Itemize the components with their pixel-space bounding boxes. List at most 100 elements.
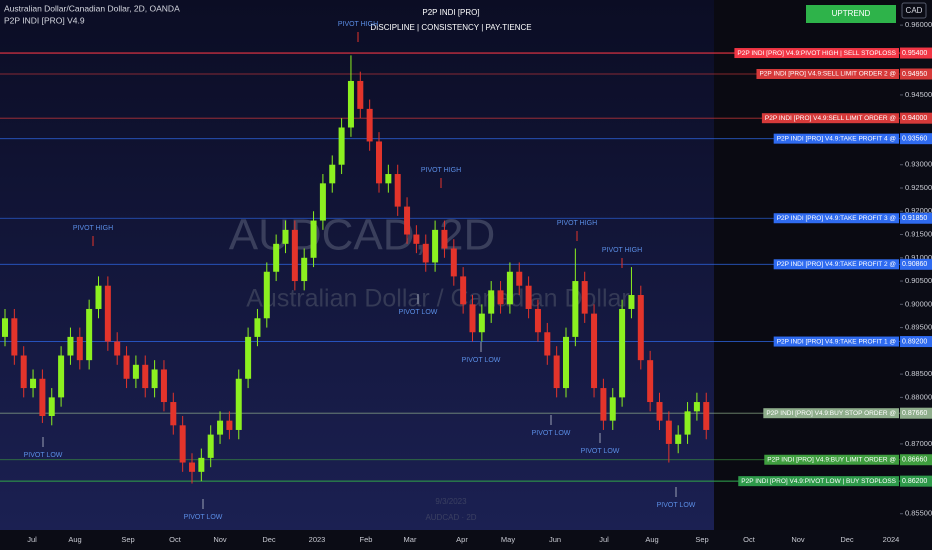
- candle-body: [460, 276, 467, 305]
- candle-body: [394, 174, 401, 207]
- candle-body: [263, 271, 270, 319]
- price-axis: [900, 0, 932, 550]
- price-tag-bg: [900, 258, 932, 270]
- level-label: P2P INDI [PRO] V4.9:TAKE PROFIT 3 @: [777, 215, 897, 222]
- candle-body: [441, 229, 448, 249]
- candle-body: [534, 308, 541, 333]
- price-tag: 0.93560: [902, 136, 927, 143]
- x-tick-label: Jun: [549, 535, 561, 544]
- level-label-bg: [761, 113, 899, 124]
- x-tick-label: Nov: [213, 535, 227, 544]
- price-tag: 0.86200: [902, 478, 927, 485]
- level-label-bg: [773, 336, 899, 347]
- currency[interactable]: CAD: [906, 6, 923, 15]
- candle-body: [665, 420, 672, 444]
- y-tick-label: 0.92500: [905, 183, 932, 192]
- candle-body: [58, 355, 65, 398]
- x-tick-label: 2023: [309, 535, 326, 544]
- candle-body: [432, 229, 439, 263]
- level-label-bg: [773, 213, 899, 224]
- candle-body: [198, 457, 205, 472]
- candle-body: [104, 285, 111, 342]
- candle-body: [76, 336, 83, 361]
- candle-body: [235, 378, 242, 430]
- pivot-label: PIVOT LOW: [399, 309, 438, 316]
- candle-body: [132, 364, 139, 379]
- price-tag: 0.89200: [902, 338, 927, 345]
- x-tick-label: Apr: [456, 535, 468, 544]
- level-label-bg: [763, 408, 899, 419]
- candle-body: [347, 80, 354, 128]
- x-tick-label: Aug: [68, 535, 81, 544]
- chart-title: P2P INDI [PRO]: [422, 8, 479, 17]
- chart-subtitle: DISCIPLINE | CONSISTENCY | PAY-TIENCE: [370, 23, 531, 32]
- x-tick-label: Oct: [169, 535, 182, 544]
- price-tag-bg: [900, 68, 932, 80]
- trend-badge: UPTREND: [832, 9, 871, 18]
- candle-body: [572, 281, 579, 337]
- pivot-label: PIVOT LOW: [462, 357, 501, 364]
- price-tag: 0.90860: [902, 261, 927, 268]
- level-label-bg: [756, 68, 899, 79]
- price-tag-bg: [900, 212, 932, 224]
- watermark-code: AUDCAD · 2D: [425, 513, 476, 522]
- y-tick-label: 0.87000: [905, 439, 932, 448]
- candle-body: [189, 462, 195, 472]
- candle-body: [291, 229, 298, 282]
- pivot-label: PIVOT LOW: [657, 502, 696, 509]
- x-tick-label: Feb: [360, 535, 373, 544]
- y-tick-label: 0.88500: [905, 369, 932, 378]
- candle-body: [591, 313, 598, 389]
- y-tick-label: 0.94500: [905, 90, 932, 99]
- level-label-bg: [773, 133, 899, 144]
- symbol-title: Australian Dollar/Canadian Dollar, 2D, O…: [4, 3, 180, 13]
- price-tag-bg: [900, 133, 932, 145]
- candle-body: [357, 80, 364, 109]
- price-tag: 0.86660: [902, 457, 927, 464]
- level-label: P2P INDI [PRO] V4.9:SELL LIMIT ORDER 2 @: [759, 71, 896, 78]
- level-label-bg: [764, 454, 899, 465]
- price-tag-bg: [900, 336, 932, 348]
- candle-body: [226, 420, 233, 430]
- pivot-label: PIVOT HIGH: [557, 220, 597, 227]
- x-tick-label: Dec: [262, 535, 276, 544]
- price-tag-bg: [900, 47, 932, 59]
- candle-body: [20, 355, 27, 389]
- candle-body: [151, 369, 158, 389]
- candle-body: [207, 434, 214, 458]
- candle-body: [48, 397, 55, 416]
- watermark-sub: Australian Dollar / Canadian Dollar: [246, 285, 630, 313]
- x-tick-label: Mar: [404, 535, 417, 544]
- level-label: P2P INDI [PRO] V4.9:SELL LIMIT ORDER @: [765, 115, 897, 122]
- x-tick-label: Sep: [121, 535, 134, 544]
- pivot-label: PIVOT HIGH: [338, 21, 378, 28]
- x-tick-label: May: [501, 535, 515, 544]
- candle-body: [609, 397, 616, 421]
- candle-body: [123, 355, 130, 379]
- candle-body: [516, 271, 523, 286]
- candle-body: [628, 295, 635, 309]
- candle-body: [329, 164, 336, 184]
- candle-body: [675, 434, 682, 444]
- candle-body: [39, 378, 46, 416]
- currency-box[interactable]: [901, 2, 927, 19]
- price-tag-bg: [900, 475, 932, 487]
- candle-body: [656, 402, 663, 421]
- candle-body: [310, 220, 317, 258]
- y-tick-label: 0.85500: [905, 509, 932, 518]
- price-tag: 0.95400: [902, 50, 927, 57]
- indicator-name: P2P INDI [PRO] V4.9: [4, 15, 85, 25]
- candle-body: [422, 243, 429, 263]
- candle-body: [338, 127, 345, 165]
- candle-body: [478, 313, 485, 333]
- level-label: P2P INDI [PRO] V4.9:TAKE PROFIT 4 @: [777, 135, 897, 142]
- candle-body: [600, 388, 607, 421]
- pivot-label: PIVOT HIGH: [602, 247, 642, 254]
- price-tag-bg: [900, 112, 932, 124]
- y-tick-label: 0.93000: [905, 160, 932, 169]
- x-tick-label: Jul: [599, 535, 609, 544]
- candle-body: [376, 141, 382, 184]
- candle-body: [142, 364, 149, 389]
